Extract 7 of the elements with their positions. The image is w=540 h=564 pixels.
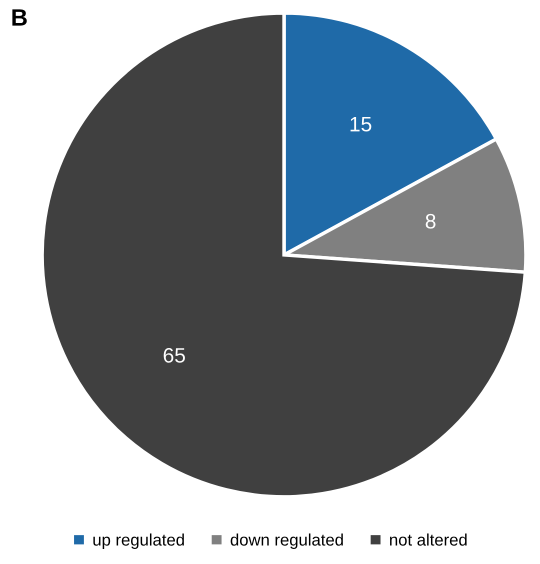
legend-label: down regulated [230,533,343,549]
chart-title: B [12,9,27,26]
data-label: 65 [164,348,185,363]
data-label: 15 [350,116,372,132]
data-label: 8 [426,214,436,229]
legend-label: not altered [390,533,467,546]
legend-label: up regulated [93,533,184,549]
